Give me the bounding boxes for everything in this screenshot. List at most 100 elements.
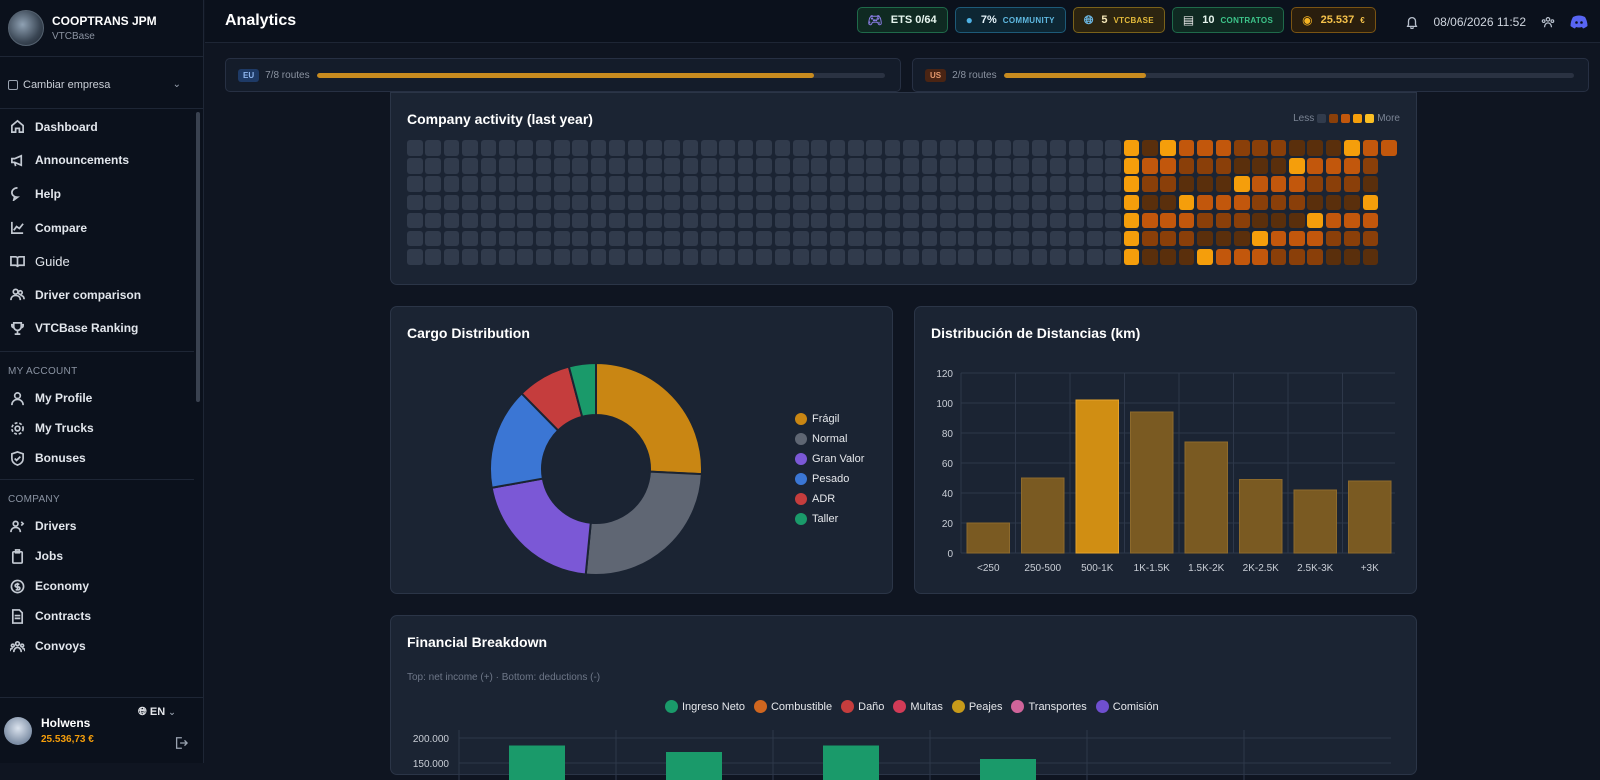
heatmap-cell[interactable] [444, 176, 460, 192]
heatmap-cell[interactable] [1252, 213, 1268, 229]
heatmap-cell[interactable] [646, 176, 662, 192]
heatmap-cell[interactable] [1344, 176, 1360, 192]
heatmap-cell[interactable] [995, 195, 1011, 211]
heatmap-cell[interactable] [958, 249, 974, 265]
heatmap-cell[interactable] [1307, 249, 1323, 265]
heatmap-cell[interactable] [499, 140, 515, 156]
switch-company-dropdown[interactable]: Cambiar empresa ⌄ [0, 61, 203, 109]
heatmap-cell[interactable] [1087, 140, 1103, 156]
heatmap-cell[interactable] [977, 140, 993, 156]
heatmap-cell[interactable] [462, 140, 478, 156]
heatmap-cell[interactable] [866, 195, 882, 211]
heatmap-cell[interactable] [554, 249, 570, 265]
heatmap-cell[interactable] [425, 213, 441, 229]
heatmap-cell[interactable] [1032, 213, 1048, 229]
heatmap-cell[interactable] [793, 176, 809, 192]
legend-item[interactable]: Comisión [1096, 700, 1159, 713]
heatmap-cell[interactable] [719, 140, 735, 156]
heatmap-cell[interactable] [517, 158, 533, 174]
sidebar-item-drivers[interactable]: Drivers [0, 511, 194, 541]
heatmap-cell[interactable] [1234, 195, 1250, 211]
heatmap-cell[interactable] [1363, 213, 1379, 229]
heatmap-cell[interactable] [793, 158, 809, 174]
heatmap-cell[interactable] [462, 249, 478, 265]
heatmap-cell[interactable] [719, 176, 735, 192]
heatmap-cell[interactable] [866, 176, 882, 192]
heatmap-cell[interactable] [1307, 231, 1323, 247]
heatmap-cell[interactable] [866, 158, 882, 174]
sidebar-item-my-trucks[interactable]: My Trucks [0, 413, 194, 443]
heatmap-cell[interactable] [1307, 158, 1323, 174]
heatmap-cell[interactable] [1363, 195, 1379, 211]
heatmap-cell[interactable] [407, 231, 423, 247]
heatmap-cell[interactable] [1363, 158, 1379, 174]
heatmap-cell[interactable] [1381, 176, 1397, 192]
legend-item[interactable]: Multas [893, 700, 942, 713]
heatmap-cell[interactable] [481, 158, 497, 174]
heatmap-cell[interactable] [1344, 195, 1360, 211]
heatmap-cell[interactable] [1234, 231, 1250, 247]
community-pill[interactable]: ● 7% COMMUNITY [955, 7, 1066, 33]
heatmap-cell[interactable] [940, 249, 956, 265]
heatmap-cell[interactable] [903, 195, 919, 211]
sidebar-item-announcements[interactable]: Announcements [0, 144, 194, 178]
heatmap-cell[interactable] [756, 195, 772, 211]
heatmap-cell[interactable] [1234, 249, 1250, 265]
heatmap-cell[interactable] [572, 213, 588, 229]
vtcbase-pill[interactable]: 🌐︎ 5 VTCBASE [1073, 7, 1165, 33]
heatmap-cell[interactable] [922, 195, 938, 211]
heatmap-cell[interactable] [922, 140, 938, 156]
legend-item[interactable]: Combustible [754, 700, 832, 713]
heatmap-cell[interactable] [1050, 195, 1066, 211]
heatmap-cell[interactable] [719, 231, 735, 247]
heatmap-cell[interactable] [1271, 176, 1287, 192]
heatmap-cell[interactable] [664, 176, 680, 192]
heatmap-cell[interactable] [1363, 176, 1379, 192]
sidebar-item-jobs[interactable]: Jobs [0, 541, 194, 571]
money-pill[interactable]: ◉ 25.537 € [1291, 7, 1376, 33]
heatmap-cell[interactable] [536, 213, 552, 229]
heatmap-cell[interactable] [628, 195, 644, 211]
heatmap-cell[interactable] [1252, 176, 1268, 192]
heatmap-cell[interactable] [1013, 231, 1029, 247]
heatmap-cell[interactable] [1069, 176, 1085, 192]
heatmap-cell[interactable] [848, 195, 864, 211]
heatmap-cell[interactable] [1344, 213, 1360, 229]
heatmap-cell[interactable] [609, 176, 625, 192]
heatmap-cell[interactable] [683, 176, 699, 192]
heatmap-cell[interactable] [554, 176, 570, 192]
heatmap-cell[interactable] [572, 195, 588, 211]
heatmap-cell[interactable] [1197, 249, 1213, 265]
heatmap-cell[interactable] [738, 176, 754, 192]
heatmap-cell[interactable] [701, 231, 717, 247]
avatar[interactable] [4, 717, 32, 745]
heatmap-cell[interactable] [1105, 140, 1121, 156]
heatmap-cell[interactable] [811, 176, 827, 192]
heatmap-cell[interactable] [407, 249, 423, 265]
heatmap-cell[interactable] [1013, 158, 1029, 174]
heatmap-cell[interactable] [1234, 176, 1250, 192]
heatmap-cell[interactable] [719, 213, 735, 229]
heatmap-cell[interactable] [903, 176, 919, 192]
heatmap-cell[interactable] [1105, 195, 1121, 211]
heatmap-cell[interactable] [1179, 140, 1195, 156]
heatmap-cell[interactable] [536, 158, 552, 174]
heatmap-cell[interactable] [701, 158, 717, 174]
heatmap-cell[interactable] [1032, 249, 1048, 265]
heatmap-cell[interactable] [1252, 195, 1268, 211]
heatmap-cell[interactable] [609, 140, 625, 156]
heatmap-cell[interactable] [940, 158, 956, 174]
bell-icon[interactable] [1405, 15, 1419, 29]
heatmap-cell[interactable] [1032, 195, 1048, 211]
heatmap-cell[interactable] [1271, 213, 1287, 229]
heatmap-cell[interactable] [922, 213, 938, 229]
heatmap-cell[interactable] [1032, 231, 1048, 247]
heatmap-cell[interactable] [462, 231, 478, 247]
heatmap-cell[interactable] [1179, 158, 1195, 174]
heatmap-cell[interactable] [1069, 195, 1085, 211]
heatmap-cell[interactable] [444, 140, 460, 156]
heatmap-cell[interactable] [1289, 231, 1305, 247]
legend-item[interactable]: Frágil [795, 409, 864, 429]
heatmap-cell[interactable] [977, 158, 993, 174]
heatmap-cell[interactable] [719, 195, 735, 211]
